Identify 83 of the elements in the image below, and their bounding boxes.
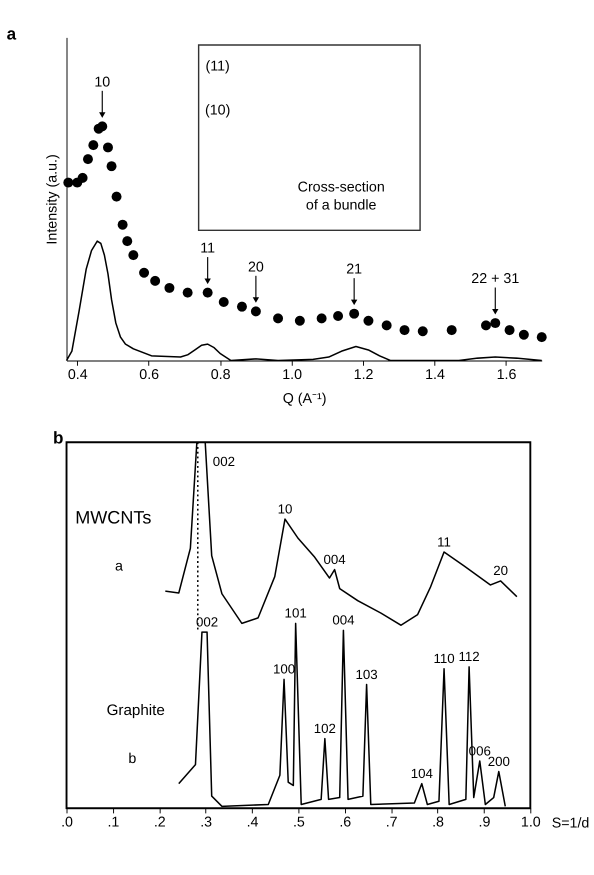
annotation: 004 [324,552,346,567]
point [518,330,529,340]
x-tick-label: 1.2 [354,367,374,384]
x-tick-label: .8 [432,814,444,831]
x-tick-label: 0.6 [139,367,160,384]
annotation: 110 [433,651,455,666]
point [236,302,247,312]
chart-title: b [52,428,64,448]
annotation: a [114,558,123,574]
point [349,308,360,319]
annotation: 103 [356,666,378,682]
point [164,282,174,293]
point [273,313,284,324]
x-tick-label: .0 [61,814,74,831]
point [218,297,229,307]
annotation: 11 [200,240,216,257]
point [102,142,113,152]
x-tick-label: 1.0 [520,814,541,831]
annotation: 102 [314,720,336,736]
point [182,288,193,298]
point [446,325,457,336]
point [490,318,500,328]
x-axis-title: Q (A⁻¹) [282,390,326,407]
text: MWCNTs [75,508,152,528]
point [118,220,128,230]
annotation: 22 + 31 [471,271,520,288]
point [294,316,305,326]
point [150,276,160,286]
point [63,178,74,188]
text: Graphite [106,702,165,720]
annotation: 20 [493,563,508,578]
annotation: 10 [94,74,110,90]
annotation: 112 [458,649,480,664]
x-tick-label: .1 [107,814,120,831]
x-tick-label: .6 [339,814,352,831]
point [400,325,410,336]
point [536,332,547,342]
point [112,192,122,202]
x-tick-label: .3 [200,814,212,831]
point [481,320,491,330]
annotation: 002 [212,454,235,470]
annotation: 101 [284,606,307,621]
annotation: 004 [332,612,355,628]
text: (10) [204,102,230,118]
x-tick-label: 0.4 [68,367,88,384]
annotation: 100 [272,662,296,677]
point [382,320,392,330]
x-tick-label: 1.4 [425,367,445,384]
point [418,326,428,336]
point [97,121,108,132]
annotation: 21 [346,262,362,278]
point [363,316,374,326]
chart-title: a [6,24,17,44]
x-tick-label: .4 [246,814,259,831]
point [316,313,327,324]
text: (11) [205,58,230,75]
point [78,172,88,183]
point [122,236,132,246]
point [202,288,213,298]
point [106,161,117,172]
y-axis-title: Intensity (a.u.) [44,154,61,245]
annotation: Cross-section of a bundle [298,179,385,214]
x-tick-label: 1.6 [496,367,516,384]
annotation: 104 [410,766,433,781]
point [82,154,93,164]
point [504,325,515,336]
annotation: b [128,750,136,767]
x-tick-label: 1.0 [282,367,302,384]
annotation: 11 [437,534,451,550]
annotation: 002 [196,614,218,630]
x-tick-label: 0.8 [210,367,231,384]
x-tick-label: .7 [386,814,398,831]
point [333,311,344,322]
point [250,306,261,316]
annotation: 20 [248,259,264,276]
point [88,140,98,150]
x-tick-label: .5 [292,814,305,831]
x-tick-label: .2 [154,814,166,831]
x-tick-label: .9 [478,814,490,831]
x-axis-title: S=1/d [552,816,590,832]
annotation: 10 [278,501,292,516]
point [128,250,138,260]
point [139,268,150,278]
